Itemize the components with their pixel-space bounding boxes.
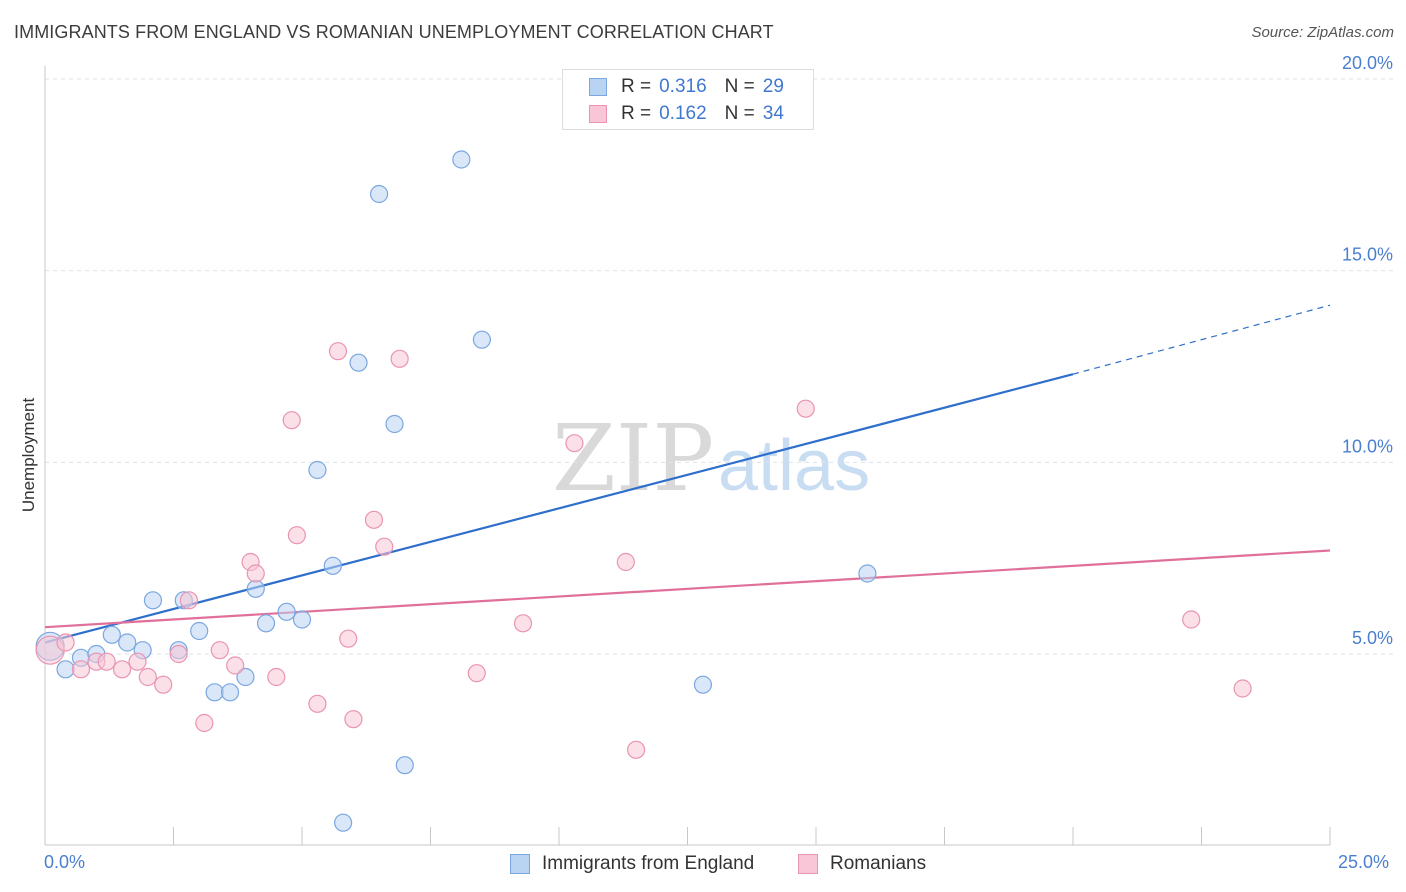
y-tick-labels: 5.0% 10.0% 15.0% 20.0% bbox=[1342, 53, 1393, 648]
trend-line-romanians bbox=[44, 549, 1331, 629]
point-romanians bbox=[344, 710, 363, 729]
legend-r-value: 0.316 bbox=[659, 76, 707, 97]
point-romanians bbox=[796, 399, 815, 418]
point-england bbox=[220, 683, 240, 702]
point-romanians bbox=[1182, 610, 1201, 629]
point-romanians bbox=[112, 660, 132, 679]
point-romanians bbox=[390, 349, 409, 368]
bottom-legend-label-england: Immigrants from England bbox=[542, 853, 755, 874]
point-romanians bbox=[154, 675, 173, 694]
point-england bbox=[118, 633, 137, 652]
point-england bbox=[370, 184, 389, 204]
trend-line-england bbox=[44, 373, 1074, 644]
y-tick-label: 10.0% bbox=[1342, 436, 1393, 456]
point-england bbox=[205, 683, 224, 702]
point-england bbox=[102, 625, 121, 644]
point-romanians bbox=[169, 644, 188, 664]
legend-n-label: N = bbox=[724, 103, 755, 124]
y-tick-label: 20.0% bbox=[1342, 53, 1393, 73]
point-romanians bbox=[282, 411, 301, 430]
bottom-legend-england: Immigrants from England bbox=[510, 852, 754, 876]
watermark-atlas: atlas bbox=[718, 426, 870, 506]
point-england bbox=[308, 460, 327, 480]
bottom-legend-swatch-pink bbox=[798, 854, 818, 874]
point-england bbox=[472, 330, 491, 349]
point-romanians bbox=[128, 652, 147, 671]
point-england bbox=[292, 610, 312, 629]
point-romanians bbox=[56, 633, 75, 652]
legend-swatch-blue bbox=[589, 78, 607, 96]
point-romanians bbox=[267, 667, 286, 687]
chart-title: IMMIGRANTS FROM ENGLAND VS ROMANIAN UNEM… bbox=[14, 22, 774, 42]
legend-n-value: 34 bbox=[762, 103, 784, 124]
point-england bbox=[323, 556, 342, 575]
x-axis-max-label: 25.0% bbox=[1338, 852, 1390, 872]
point-england bbox=[190, 621, 209, 641]
legend-row-romanians: R = 0.162 N = 34 bbox=[589, 103, 784, 125]
point-romanians bbox=[210, 641, 229, 660]
point-romanians bbox=[246, 564, 265, 583]
point-romanians bbox=[626, 740, 646, 759]
legend-row-england: R = 0.316 N = 29 bbox=[589, 76, 784, 98]
correlation-legend: R = 0.316 N = 29 R = 0.162 N = 34 bbox=[562, 69, 814, 130]
point-england bbox=[395, 756, 414, 775]
point-england bbox=[349, 353, 368, 372]
legend-n-value: 29 bbox=[762, 76, 784, 97]
point-romanians bbox=[287, 526, 306, 545]
legend-r-label: R = bbox=[621, 103, 652, 124]
trend-lines bbox=[44, 304, 1331, 644]
point-england bbox=[334, 813, 353, 832]
point-romanians bbox=[1233, 679, 1252, 698]
point-england bbox=[693, 675, 713, 694]
axes bbox=[44, 66, 1331, 846]
x-axis-min-label: 0.0% bbox=[44, 852, 86, 872]
point-romanians bbox=[364, 510, 384, 529]
point-romanians bbox=[565, 434, 584, 453]
point-romanians bbox=[226, 656, 245, 675]
point-england bbox=[56, 660, 75, 679]
legend-swatch-pink bbox=[589, 105, 607, 123]
point-england bbox=[452, 150, 471, 169]
y-tick-label: 5.0% bbox=[1352, 628, 1393, 648]
point-romanians bbox=[138, 667, 157, 687]
legend-r-label: R = bbox=[621, 76, 652, 97]
point-england bbox=[246, 579, 265, 598]
point-england bbox=[385, 414, 404, 434]
point-england bbox=[236, 667, 255, 687]
point-romanians bbox=[71, 660, 91, 679]
point-romanians bbox=[97, 652, 116, 671]
point-romanians bbox=[195, 713, 214, 733]
watermark: ZIP atlas bbox=[552, 405, 870, 512]
source-credit: Source: ZipAtlas.com bbox=[1251, 24, 1394, 41]
point-england bbox=[858, 564, 877, 583]
point-england bbox=[143, 591, 163, 610]
point-england bbox=[277, 602, 296, 621]
point-romanians bbox=[467, 664, 486, 683]
watermark-zip: ZIP bbox=[552, 405, 714, 512]
bottom-legend-swatch-blue bbox=[510, 854, 530, 874]
point-romanians bbox=[339, 629, 358, 648]
y-axis-label: Unemployment bbox=[19, 398, 38, 513]
point-romanians bbox=[513, 614, 533, 633]
point-romanians bbox=[616, 552, 635, 572]
data-points bbox=[35, 150, 1252, 832]
point-romanians bbox=[308, 694, 327, 713]
trend-line-england-extension bbox=[1072, 304, 1331, 375]
point-romanians bbox=[375, 537, 394, 556]
point-england bbox=[256, 614, 276, 633]
y-tick-label: 15.0% bbox=[1342, 245, 1393, 265]
point-romanians bbox=[179, 591, 199, 610]
bottom-legend-label-romanians: Romanians bbox=[830, 853, 927, 874]
bottom-legend-romanians: Romanians bbox=[798, 852, 926, 876]
legend-r-value: 0.162 bbox=[659, 103, 707, 124]
point-romanians bbox=[328, 342, 348, 361]
legend-n-label: N = bbox=[724, 76, 755, 97]
